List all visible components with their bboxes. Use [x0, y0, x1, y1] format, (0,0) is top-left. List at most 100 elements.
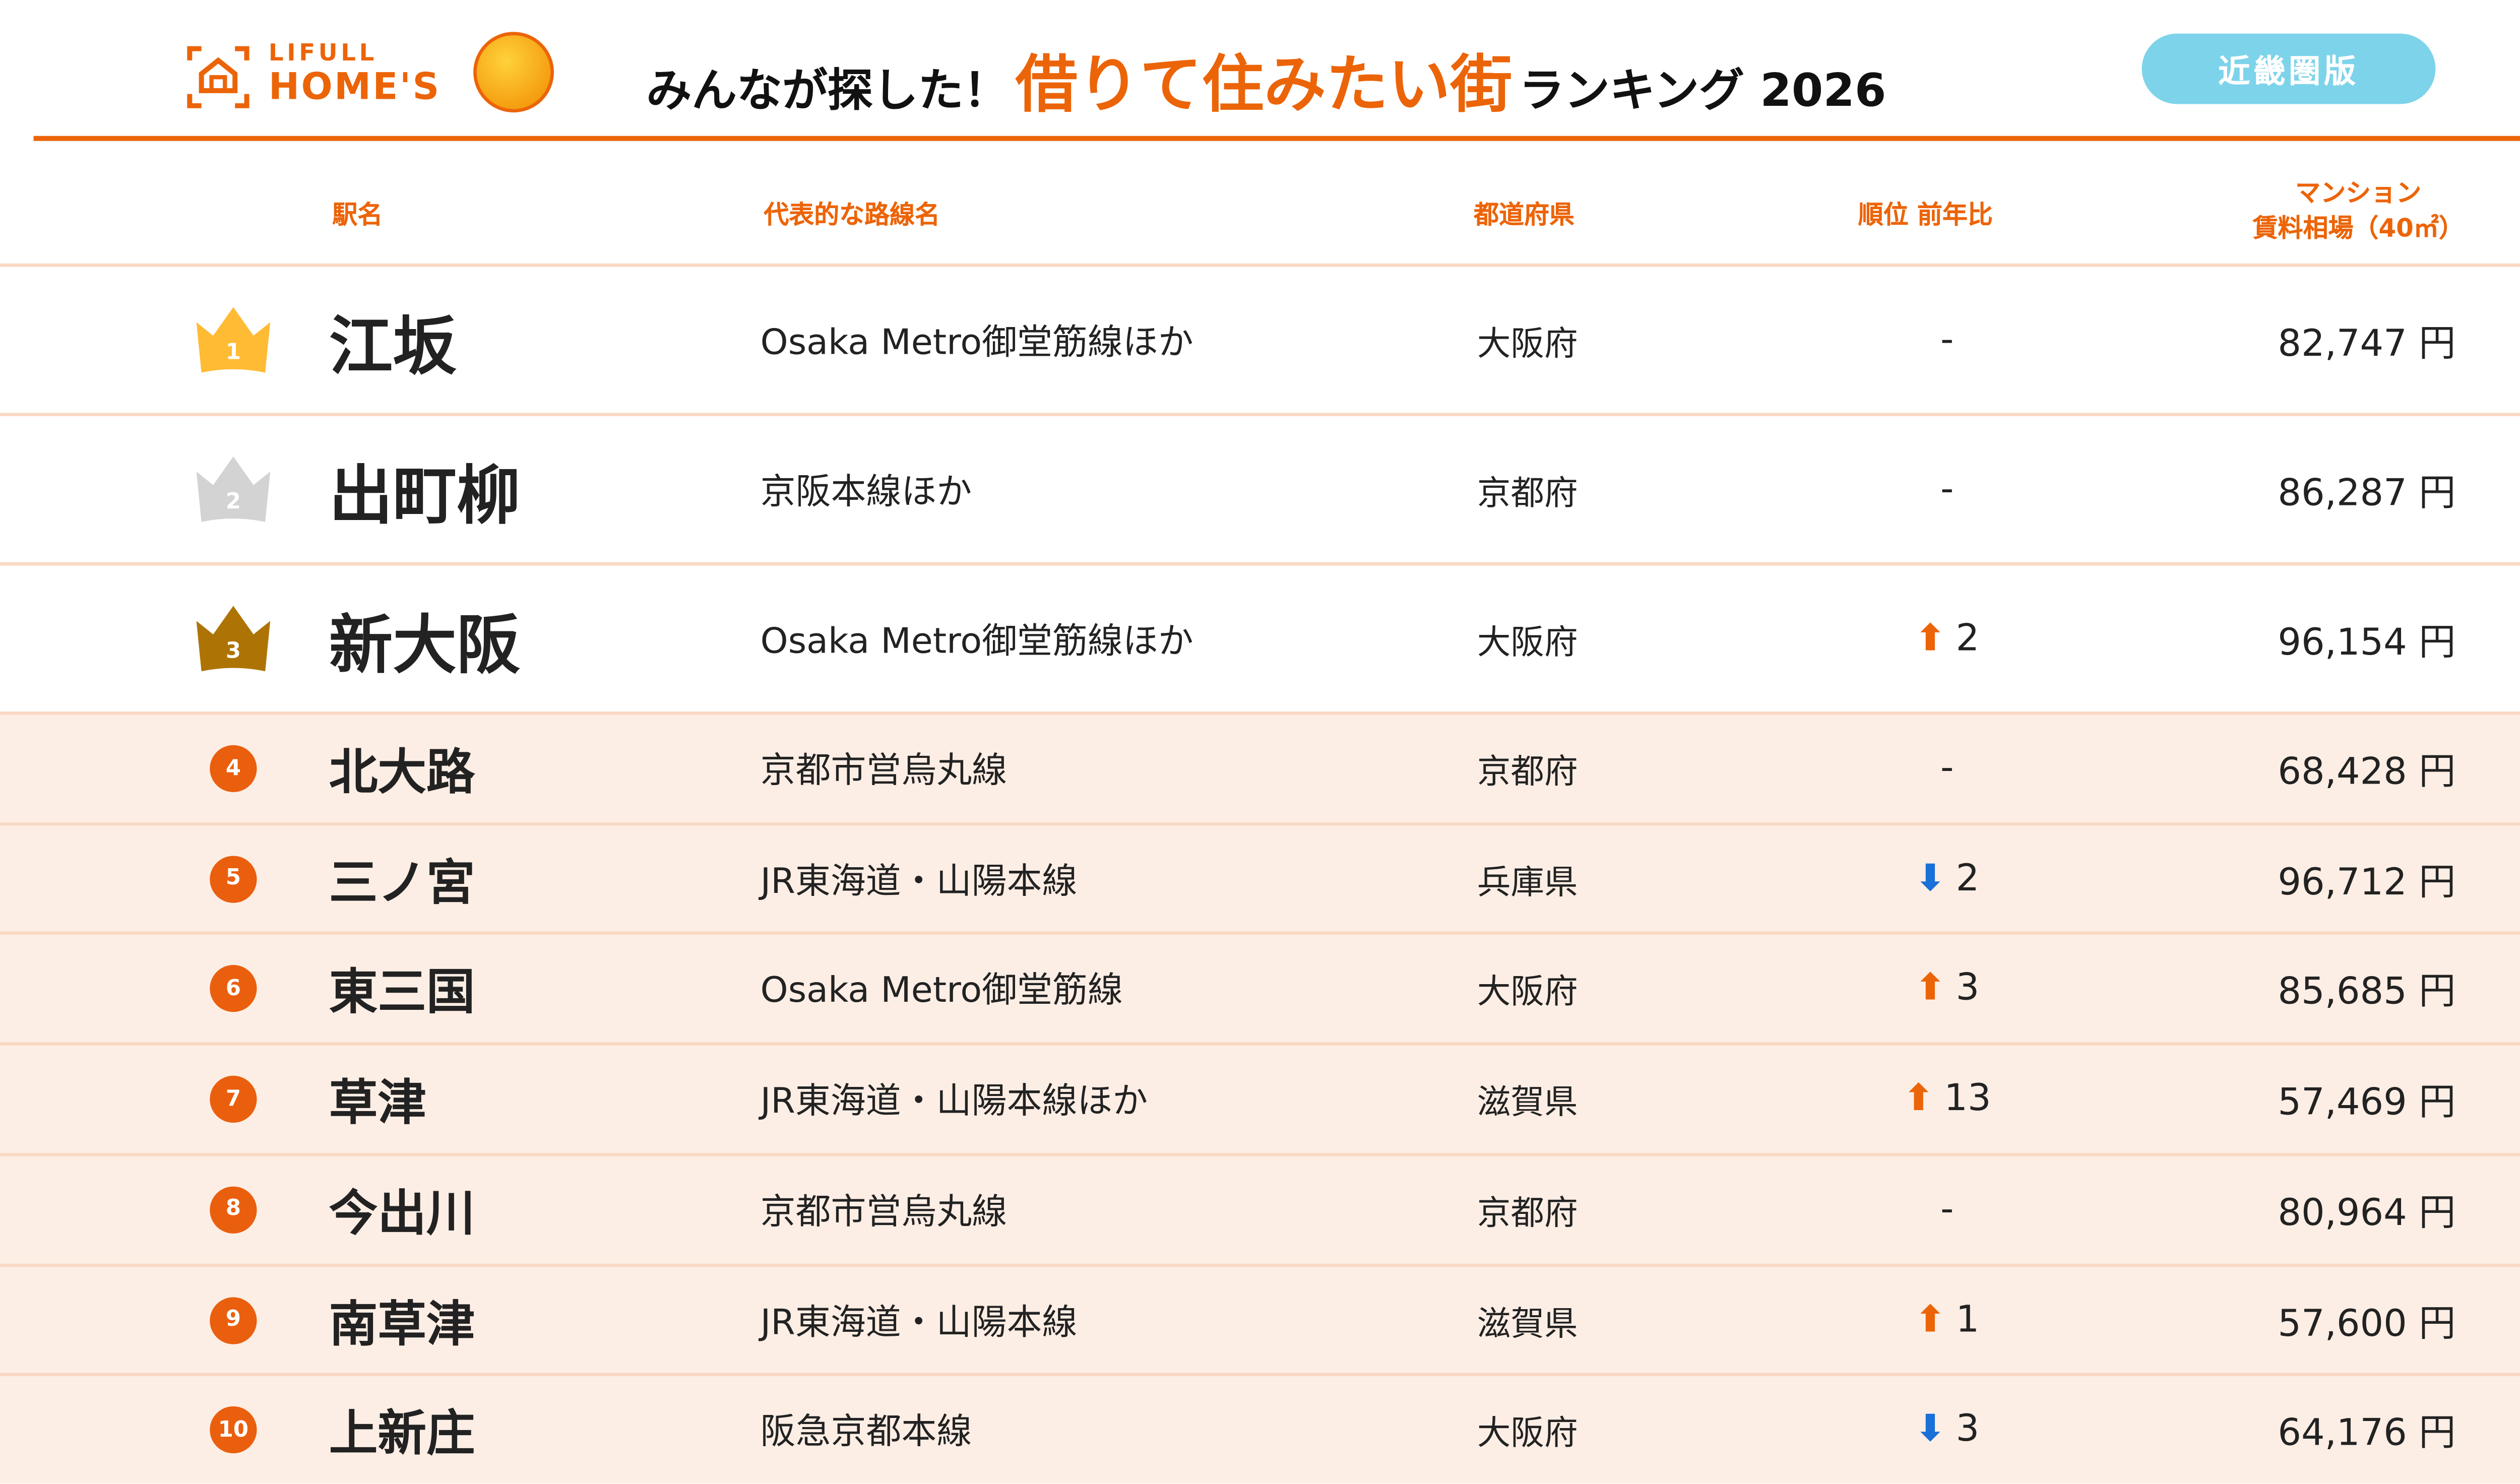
rent-price: 57,469 円: [2278, 1082, 2456, 1125]
rank-change-value: 2: [1956, 858, 1980, 900]
prefecture: 大阪府: [1477, 1412, 1578, 1453]
mascot-icon: [473, 32, 554, 113]
rank-change-value: 3: [1956, 1409, 1980, 1451]
rank-change: ⬆ 3: [1846, 968, 2048, 1010]
rank-badge: 10: [210, 1406, 257, 1454]
rank-change: ⬆ 1: [1846, 1299, 2048, 1341]
station-name: 南草津: [329, 1295, 475, 1352]
rank-change: -: [1846, 319, 2048, 361]
rank-change: ⬇ 3: [1846, 1409, 2048, 1451]
rank-change: ⬇ 2: [1846, 858, 2048, 899]
line-name: 阪急京都本線: [760, 1411, 972, 1452]
column-header-prefecture: 都道府県: [1474, 200, 1574, 230]
region-button[interactable]: 近畿圏版: [2141, 33, 2436, 104]
rank-change: -: [1846, 468, 2048, 510]
title-highlight: 借りて住みたい街: [1015, 48, 1513, 121]
lifull-homes-logo: LIFULL HOME'S: [184, 40, 462, 111]
rent-price: 86,287 円: [2278, 472, 2456, 514]
prefecture: 京都府: [1477, 751, 1578, 792]
arrow-down-icon: ⬇: [1915, 858, 1946, 900]
line-name: JR東海道・山陽本線: [760, 860, 1078, 901]
table-row: 1 江坂 Osaka Metro御堂筋線ほか 大阪府 - 82,747 円: [0, 263, 2520, 413]
rent-header-line2: 賃料相場（40㎡）: [2252, 213, 2464, 243]
rank-badge: 7: [210, 1076, 257, 1123]
header-divider: [33, 136, 2520, 141]
rent-price: 57,600 円: [2278, 1303, 2456, 1345]
table-row: 2 出町柳 京阪本線ほか 京都府 - 86,287 円: [0, 413, 2520, 562]
arrow-up-icon: ⬆: [1915, 968, 1946, 1010]
station-name: 北大路: [329, 743, 475, 801]
column-header-line: 代表的な路線名: [764, 200, 940, 230]
column-header-change: 順位 前年比: [1858, 200, 1993, 230]
rank-change: -: [1846, 1189, 2048, 1231]
line-name: Osaka Metro御堂筋線ほか: [760, 321, 1193, 362]
station-name: 新大阪: [329, 607, 521, 682]
arrow-up-icon: ⬆: [1903, 1078, 1934, 1121]
logo-text-bottom: HOME'S: [268, 67, 441, 109]
station-name: 今出川: [329, 1184, 475, 1242]
rent-price: 64,176 円: [2278, 1413, 2456, 1456]
column-header-station: 駅名: [332, 200, 383, 230]
prefecture: 大阪府: [1477, 971, 1578, 1012]
rank-change-value: 2: [1956, 617, 1980, 660]
table-row: 8 今出川 京都市営烏丸線 京都府 - 80,964 円: [0, 1152, 2520, 1264]
prefecture: 京都府: [1477, 471, 1578, 512]
arrow-up-icon: ⬆: [1915, 617, 1946, 660]
table-row: 10 上新庄 阪急京都本線 大阪府 ⬇ 3 64,176 円: [0, 1373, 2520, 1484]
line-name: JR東海道・山陽本線ほか: [760, 1081, 1148, 1122]
prefecture: 兵庫県: [1477, 861, 1578, 902]
table-row: 9 南草津 JR東海道・山陽本線 滋賀県 ⬆ 1 57,600 円: [0, 1263, 2520, 1374]
rank-badge: 9: [210, 1296, 257, 1343]
rank-change: ⬆ 2: [1846, 618, 2048, 660]
line-name: 京阪本線ほか: [760, 471, 972, 511]
crown-icon: 3: [196, 605, 271, 671]
station-name: 出町柳: [329, 458, 521, 532]
table-row: 7 草津 JR東海道・山陽本線ほか 滋賀県 ⬆ 13 57,469 円: [0, 1042, 2520, 1153]
rent-price: 96,154 円: [2278, 621, 2456, 664]
title-suffix: ランキング 2026: [1519, 65, 1886, 118]
table-row: 6 東三国 Osaka Metro御堂筋線 大阪府 ⬆ 3 85,685 円: [0, 932, 2520, 1043]
station-name: 江坂: [329, 308, 457, 383]
rank-change-value: 1: [1956, 1299, 1980, 1341]
rent-header-line1: マンション: [2295, 178, 2422, 208]
rank-badge: 5: [210, 855, 257, 902]
arrow-down-icon: ⬇: [1915, 1409, 1946, 1451]
crown-icon: 1: [196, 306, 271, 372]
prefecture: 滋賀県: [1477, 1302, 1578, 1343]
rent-price: 80,964 円: [2278, 1193, 2456, 1235]
logo-text-top: LIFULL: [268, 40, 378, 68]
crown-icon: 2: [196, 456, 271, 522]
rank-change: -: [1846, 748, 2048, 790]
rank-change-value: -: [1940, 747, 1954, 790]
table-row: 3 新大阪 Osaka Metro御堂筋線ほか 大阪府 ⬆ 2 96,154 円: [0, 562, 2520, 712]
rent-price: 96,712 円: [2278, 862, 2456, 905]
rent-price: 85,685 円: [2278, 972, 2456, 1014]
station-name: 上新庄: [329, 1405, 475, 1462]
rank-badge: 8: [210, 1186, 257, 1234]
rank-change-value: -: [1940, 1188, 1954, 1231]
house-icon: [187, 46, 249, 108]
station-name: 東三国: [329, 963, 475, 1021]
station-name: 三ノ宮: [329, 854, 475, 911]
rank-badge: 6: [210, 965, 257, 1013]
column-header-rent: マンション 賃料相場（40㎡）: [2216, 176, 2501, 247]
title-prefix: みんなが探した！: [646, 65, 1009, 118]
rank-change-value: -: [1940, 318, 1954, 361]
rank-change-value: 13: [1944, 1078, 1991, 1121]
rank-number: 3: [226, 637, 241, 663]
line-name: JR東海道・山陽本線: [760, 1301, 1078, 1342]
rank-number: 2: [226, 488, 241, 513]
rank-change-value: -: [1940, 468, 1954, 510]
prefecture: 京都府: [1477, 1192, 1578, 1233]
line-name: 京都市営烏丸線: [760, 750, 1007, 791]
prefecture: 大阪府: [1477, 621, 1578, 662]
station-name: 草津: [329, 1074, 426, 1132]
rent-price: 68,428 円: [2278, 752, 2456, 794]
prefecture: 滋賀県: [1477, 1081, 1578, 1122]
rank-badge: 4: [210, 745, 257, 792]
rank-change: ⬆ 13: [1846, 1078, 2048, 1120]
page-title: みんなが探した！ 借りて住みたい街 ランキング 2026: [646, 34, 1886, 121]
line-name: Osaka Metro御堂筋線ほか: [760, 620, 1193, 661]
table-row: 5 三ノ宮 JR東海道・山陽本線 兵庫県 ⬇ 2 96,712 円: [0, 821, 2520, 933]
